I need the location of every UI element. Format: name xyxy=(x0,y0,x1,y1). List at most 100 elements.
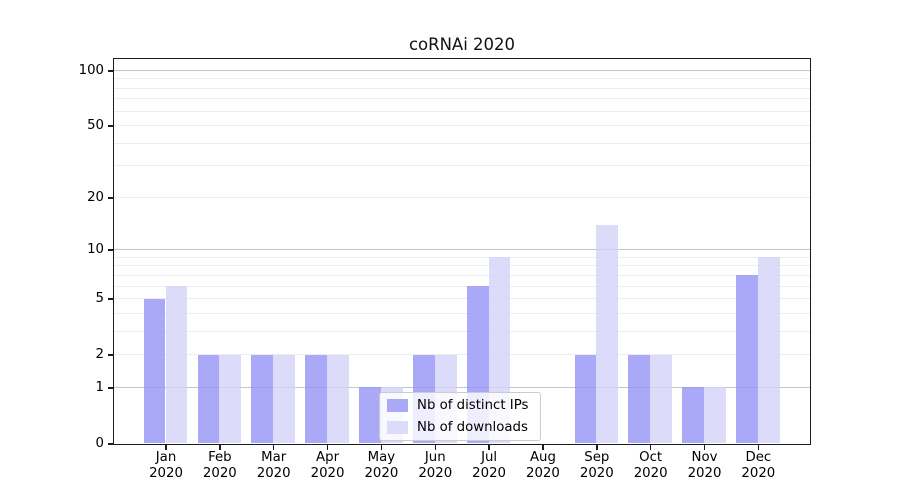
x-tick-year: 2020 xyxy=(149,466,183,481)
legend: Nb of distinct IPs Nb of downloads xyxy=(379,392,542,441)
y-gridline-minor xyxy=(113,78,810,80)
y-axis-tick xyxy=(107,197,114,199)
x-axis-tick xyxy=(757,444,760,450)
x-tick-label: Oct 2020 xyxy=(621,450,681,482)
x-tick-month: Sep xyxy=(584,450,610,465)
y-gridline-minor xyxy=(113,98,810,100)
chart-title: coRNAi 2020 xyxy=(408,35,516,54)
x-tick-year: 2020 xyxy=(256,466,291,481)
x-tick-month: Oct xyxy=(639,450,663,465)
x-tick-label: Dec 2020 xyxy=(728,450,788,482)
legend-label-distinct-ips: Nb of distinct IPs xyxy=(417,398,529,413)
y-gridline-minor xyxy=(113,87,810,89)
x-tick-year: 2020 xyxy=(633,466,668,481)
x-tick-month: Jun xyxy=(424,450,446,465)
bar-distinct-ips xyxy=(682,387,704,444)
x-axis-tick xyxy=(596,444,598,450)
bar-downloads xyxy=(327,354,349,444)
x-axis-tick xyxy=(434,444,436,450)
x-tick-year: 2020 xyxy=(579,466,614,481)
bar-distinct-ips xyxy=(197,354,220,444)
x-tick-label: Jul 2020 xyxy=(459,450,519,482)
x-tick-month: Feb xyxy=(208,450,232,465)
y-tick-label: 10 xyxy=(87,242,104,258)
y-tick-label: 50 xyxy=(87,118,104,134)
y-tick-label: 2 xyxy=(95,347,104,363)
x-tick-label: Mar 2020 xyxy=(244,450,304,482)
x-tick-month: Jan xyxy=(155,450,177,465)
y-axis-tick xyxy=(107,354,114,356)
x-tick-month: Mar xyxy=(261,450,287,465)
x-tick-year: 2020 xyxy=(202,466,237,481)
bar-distinct-ips xyxy=(574,354,597,444)
x-tick-label: Apr 2020 xyxy=(298,450,358,482)
x-tick-month: Jul xyxy=(481,450,498,465)
y-gridline-minor xyxy=(113,285,810,287)
y-tick-label: 20 xyxy=(87,189,104,205)
x-tick-month: Dec xyxy=(745,450,772,465)
bar-distinct-ips xyxy=(251,354,274,444)
legend-item-distinct-ips: Nb of distinct IPs xyxy=(387,398,528,413)
y-gridline-minor xyxy=(113,196,810,198)
x-tick-year: 2020 xyxy=(526,466,560,481)
bar-downloads xyxy=(650,354,672,444)
y-gridline-minor xyxy=(113,165,810,167)
y-gridline-minor xyxy=(113,265,810,267)
bar-downloads xyxy=(273,354,295,444)
x-axis-tick xyxy=(488,444,490,450)
x-axis-tick xyxy=(219,444,221,450)
bar-downloads xyxy=(757,257,780,444)
bar-distinct-ips xyxy=(359,387,381,444)
x-tick-label: Jun 2020 xyxy=(405,450,465,482)
x-tick-year: 2020 xyxy=(687,466,722,481)
y-tick-label: 0 xyxy=(95,436,104,451)
y-tick-label: 1 xyxy=(95,379,104,395)
x-axis-tick xyxy=(649,444,652,450)
x-axis-tick xyxy=(380,444,383,450)
x-tick-month: May xyxy=(367,450,396,465)
y-gridline-major xyxy=(113,69,810,71)
y-axis-tick xyxy=(107,387,114,389)
bar-distinct-ips xyxy=(628,354,651,444)
legend-swatch-downloads xyxy=(387,421,408,434)
x-axis-tick xyxy=(542,444,544,450)
x-tick-label: May 2020 xyxy=(351,450,411,482)
x-axis-tick xyxy=(272,444,275,450)
y-gridline-minor xyxy=(113,256,810,258)
x-tick-year: 2020 xyxy=(310,466,345,481)
x-tick-year: 2020 xyxy=(741,466,776,481)
x-tick-month: Apr xyxy=(316,450,340,465)
y-gridline-minor xyxy=(113,298,810,300)
bar-downloads xyxy=(219,354,242,444)
y-gridline-major xyxy=(113,386,810,388)
legend-item-downloads: Nb of downloads xyxy=(387,420,528,435)
y-gridline-minor xyxy=(113,142,810,144)
x-tick-month: Aug xyxy=(529,450,556,465)
bar-distinct-ips xyxy=(143,298,166,444)
y-gridline-major xyxy=(113,249,810,251)
y-gridline-minor xyxy=(113,274,810,276)
y-axis-tick xyxy=(107,70,114,72)
y-gridline-minor xyxy=(113,312,810,314)
x-tick-year: 2020 xyxy=(364,466,399,481)
y-gridline-minor xyxy=(113,330,810,332)
x-tick-year: 2020 xyxy=(472,466,507,481)
x-tick-year: 2020 xyxy=(418,466,453,481)
y-axis-tick xyxy=(107,298,114,300)
y-gridline-minor xyxy=(113,125,810,127)
x-tick-label: Aug 2020 xyxy=(513,450,573,482)
x-axis-tick xyxy=(703,444,706,450)
y-gridline-minor xyxy=(113,354,810,356)
bar-downloads xyxy=(165,286,188,444)
x-tick-label: Jan 2020 xyxy=(136,450,196,482)
x-tick-label: Nov 2020 xyxy=(675,450,735,482)
x-axis-tick xyxy=(326,444,329,450)
bar-distinct-ips xyxy=(736,275,758,444)
y-axis-tick xyxy=(107,443,114,445)
y-axis-tick xyxy=(107,249,114,251)
x-tick-label: Sep 2020 xyxy=(567,450,627,482)
bar-downloads xyxy=(704,387,726,444)
y-axis-tick xyxy=(107,125,114,127)
x-axis-tick xyxy=(165,444,167,450)
